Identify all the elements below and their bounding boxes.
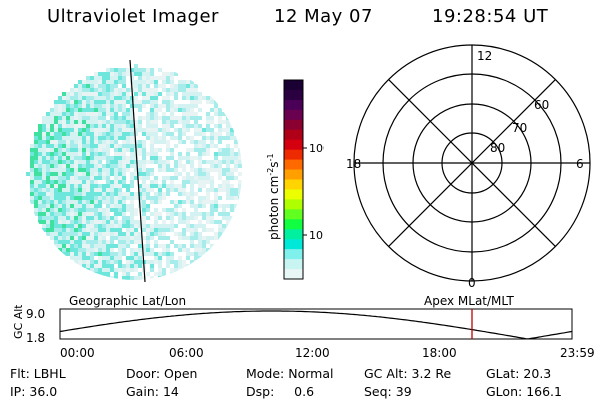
- colorbar-band: [284, 179, 303, 190]
- colorbar-band: [284, 189, 303, 200]
- colorbar-unit-label: photon cm-2s-1: [266, 153, 281, 240]
- colorbar-band: [284, 199, 303, 210]
- colorbar-band: [284, 209, 303, 220]
- colorbar-band: [284, 139, 303, 151]
- colorbar-band: [284, 129, 303, 141]
- colorbar-band: [284, 149, 303, 161]
- xtick-1200: 12:00: [295, 346, 330, 360]
- colorbar-band: [284, 229, 303, 240]
- info-glon: GLon: 166.1: [486, 384, 562, 399]
- lat-label-70: 70: [512, 121, 527, 135]
- colorbar-band: [284, 99, 303, 111]
- info-door: Door: Open: [126, 366, 198, 381]
- observation-time: 19:28:54 UT: [432, 6, 549, 27]
- colorbar-band: [284, 259, 303, 270]
- orbit-ytick-top: 9.0: [26, 307, 45, 321]
- orbit-ylabel: GC Alt: [12, 305, 25, 339]
- lat-label-60: 60: [534, 98, 549, 112]
- mlt-label-18: 18: [346, 157, 361, 171]
- colorbar-band: [284, 119, 303, 131]
- colorbar-band: [284, 109, 303, 121]
- orbit-ytick-bottom: 1.8: [26, 331, 45, 345]
- colorbar-tick-10: 10: [309, 229, 323, 242]
- lat-label-80: 80: [490, 141, 505, 155]
- info-dsp: Dsp: 0.6: [246, 384, 315, 399]
- info-gc-alt: GC Alt: 3.2 Re: [364, 366, 452, 381]
- mlt-label-0: 0: [468, 276, 476, 290]
- instrument-title: Ultraviolet Imager: [47, 6, 219, 27]
- color-scale: 100 10 photon cm-2s-1: [266, 79, 324, 280]
- polar-grid: 12 18 6 0 60 70 80: [346, 44, 591, 290]
- xtick-2359: 23:59: [560, 346, 595, 360]
- auroral-image: [26, 59, 242, 283]
- xtick-0000: 00:00: [60, 346, 95, 360]
- info-ip: IP: 36.0: [10, 384, 58, 399]
- colorbar-band: [284, 169, 303, 180]
- colorbar-band: [284, 80, 303, 91]
- orbit-altitude-plot: GC Alt 9.0 1.8: [12, 305, 573, 345]
- geographic-title: Geographic Lat/Lon: [69, 294, 187, 308]
- observation-date: 12 May 07: [274, 6, 373, 27]
- colorbar-band: [284, 89, 303, 101]
- altitude-curve: [59, 310, 573, 340]
- colorbar-band: [284, 159, 303, 171]
- info-gain: Gain: 14: [126, 384, 179, 399]
- info-seq: Seq: 39: [364, 384, 412, 399]
- colorbar-band: [284, 219, 303, 230]
- colorbar-band: [284, 249, 303, 260]
- colorbar-band: [284, 269, 303, 280]
- mlt-label-6: 6: [576, 157, 584, 171]
- info-glat: GLat: 20.3: [486, 366, 552, 381]
- info-flt: Flt: LBHL: [10, 366, 66, 381]
- mlt-label-12: 12: [477, 49, 492, 63]
- apex-title: Apex MLat/MLT: [424, 294, 514, 308]
- terminator-line: [129, 59, 146, 283]
- info-mode: Mode: Normal: [246, 366, 334, 381]
- xtick-0600: 06:00: [169, 346, 204, 360]
- colorbar-tick-100: 100: [309, 142, 324, 155]
- colorbar-band: [284, 239, 303, 250]
- xtick-1800: 18:00: [422, 346, 457, 360]
